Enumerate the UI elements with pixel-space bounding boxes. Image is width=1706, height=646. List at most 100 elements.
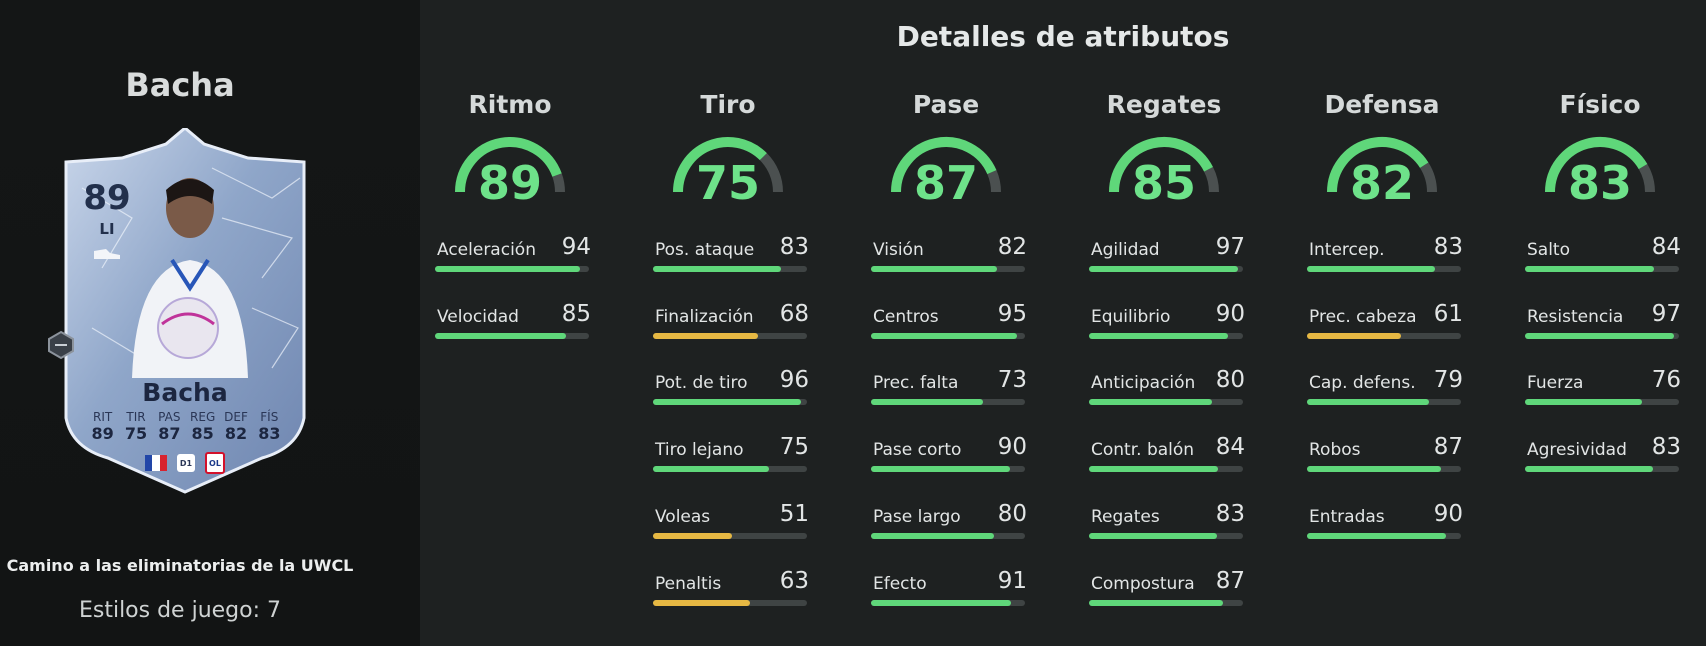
category-gauge: 75 (653, 130, 823, 210)
attribute-row[interactable]: Aceleración 94 (435, 232, 593, 272)
attribute-name: Agresividad (1527, 440, 1627, 461)
attribute-bar-fill (1089, 466, 1219, 473)
attribute-row[interactable]: Salto 84 (1525, 232, 1683, 272)
player-name: Bacha (125, 66, 235, 104)
attribute-bar (1307, 532, 1461, 539)
attribute-row[interactable]: Cap. defens. 79 (1307, 365, 1465, 406)
attribute-bar-fill (653, 266, 781, 272)
attribute-value: 95 (997, 300, 1027, 327)
attribute-value: 80 (1215, 367, 1245, 394)
attribute-name: Prec. cabeza (1309, 306, 1417, 327)
club-badge-icon: OL (205, 452, 225, 474)
attribute-bar (653, 599, 807, 606)
attribute-row[interactable]: Agilidad 97 (1089, 232, 1247, 272)
category-value: 83 (1567, 156, 1632, 210)
attribute-bar (1089, 532, 1243, 539)
attribute-bar (1525, 466, 1679, 473)
card-stat-label: FÍS (260, 410, 279, 424)
category-gauge: 85 (1089, 130, 1259, 210)
attribute-name: Compostura (1091, 573, 1195, 594)
gauge-fill (891, 137, 997, 193)
attribute-value: 63 (779, 567, 809, 594)
attribute-name: Agilidad (1091, 240, 1160, 260)
attribute-bar (1307, 399, 1461, 406)
card-stats: RIT TIR PAS REG DEF FÍS 89 75 87 85 82 8… (86, 410, 286, 443)
attribute-row[interactable]: Prec. cabeza 61 (1307, 299, 1465, 339)
card-stat-value: 75 (124, 424, 148, 443)
attribute-bar-fill (1089, 599, 1223, 606)
attribute-bar (653, 332, 807, 339)
attribute-row[interactable]: Pos. ataque 83 (653, 232, 811, 272)
gauge-fill (1109, 137, 1214, 193)
attribute-row[interactable]: Anticipación 80 (1089, 365, 1247, 406)
attribute-name: Resistencia (1527, 306, 1624, 327)
card-stat-value: 85 (191, 424, 214, 443)
attribute-row[interactable]: Velocidad 85 (435, 299, 593, 339)
player-card[interactable]: 89 LI Bacha RIT TIR PAS REG DEF FÍS 89 7… (62, 128, 308, 498)
attribute-row[interactable]: Penaltis 63 (653, 566, 811, 606)
card-stat-value: 82 (224, 424, 248, 443)
attribute-row[interactable]: Voleas 51 (653, 499, 811, 539)
attribute-row[interactable]: Robos 87 (1307, 432, 1465, 473)
attribute-row[interactable]: Centros 95 (871, 299, 1029, 339)
section-title: Detalles de atributos (896, 20, 1230, 53)
attribute-row[interactable]: Pase largo 80 (871, 499, 1029, 539)
gauge-fill (1545, 137, 1648, 193)
card-name: Bacha (142, 378, 228, 407)
category-name: Defensa (1324, 90, 1440, 119)
category-value: 89 (477, 156, 542, 210)
attribute-value: 97 (1215, 234, 1245, 260)
attribute-name: Intercep. (1309, 240, 1385, 260)
attribute-bar-fill (653, 332, 758, 339)
attribute-bar (1089, 266, 1243, 272)
gauge-fill (1327, 137, 1429, 193)
attribute-bar (871, 399, 1025, 406)
attribute-bar (653, 399, 807, 406)
attribute-row[interactable]: Contr. balón 84 (1089, 432, 1247, 473)
attribute-bar (1089, 466, 1243, 473)
attribute-name: Voleas (655, 506, 711, 527)
category-name: Ritmo (468, 90, 552, 119)
attribute-value: 87 (1433, 434, 1463, 461)
card-stat-label: RIT (93, 410, 113, 424)
attribute-name: Centros (873, 306, 939, 327)
attribute-row[interactable]: Efecto 91 (871, 566, 1029, 606)
attribute-row[interactable]: Finalización 68 (653, 299, 811, 339)
attribute-row[interactable]: Tiro lejano 75 (653, 432, 811, 473)
attribute-bar-fill (1307, 532, 1446, 539)
attribute-row[interactable]: Visión 82 (871, 232, 1029, 272)
attribute-name: Salto (1527, 240, 1570, 260)
attribute-column-4: Defensa 82 Intercep. 83 Prec. cabeza 61 Cap. d… (1307, 90, 1477, 539)
attribute-bar-fill (653, 466, 769, 473)
category-name: Regates (1106, 90, 1222, 119)
attribute-row[interactable]: Fuerza 76 (1525, 365, 1683, 406)
attribute-value: 90 (997, 434, 1027, 461)
attribute-column-0: Ritmo 89 Aceleración 94 Velocidad 85 (435, 90, 605, 339)
gauge-track (759, 153, 783, 193)
attribute-column-1: Tiro 75 Pos. ataque 83 Finalización 68 Pot. de… (653, 90, 823, 606)
attribute-row[interactable]: Resistencia 97 (1525, 299, 1683, 339)
attribute-bar (1525, 332, 1679, 339)
attribute-value: 51 (779, 500, 809, 527)
attribute-bar (1307, 332, 1461, 339)
attribute-name: Tiro lejano (655, 440, 744, 461)
attribute-name: Visión (873, 240, 924, 260)
attribute-value: 91 (997, 567, 1027, 594)
playstyles-count[interactable]: Estilos de juego: 7 (78, 598, 282, 623)
attribute-bar (871, 266, 1025, 272)
attribute-row[interactable]: Regates 83 (1089, 499, 1247, 539)
attribute-row[interactable]: Prec. falta 73 (871, 365, 1029, 406)
attribute-bar-fill (1525, 399, 1643, 406)
attribute-bar (871, 466, 1025, 473)
attribute-row[interactable]: Compostura 87 (1089, 566, 1247, 606)
attribute-row[interactable]: Entradas 90 (1307, 499, 1465, 539)
attribute-row[interactable]: Agresividad 83 (1525, 432, 1683, 473)
attribute-name: Efecto (873, 573, 927, 594)
attribute-row[interactable]: Intercep. 83 (1307, 232, 1465, 272)
attribute-bar-fill (1307, 399, 1429, 406)
attribute-name: Fuerza (1527, 373, 1584, 394)
attribute-row[interactable]: Equilibrio 90 (1089, 299, 1247, 339)
attribute-row[interactable]: Pot. de tiro 96 (653, 365, 811, 406)
attribute-name: Velocidad (437, 306, 519, 327)
attribute-row[interactable]: Pase corto 90 (871, 432, 1029, 473)
